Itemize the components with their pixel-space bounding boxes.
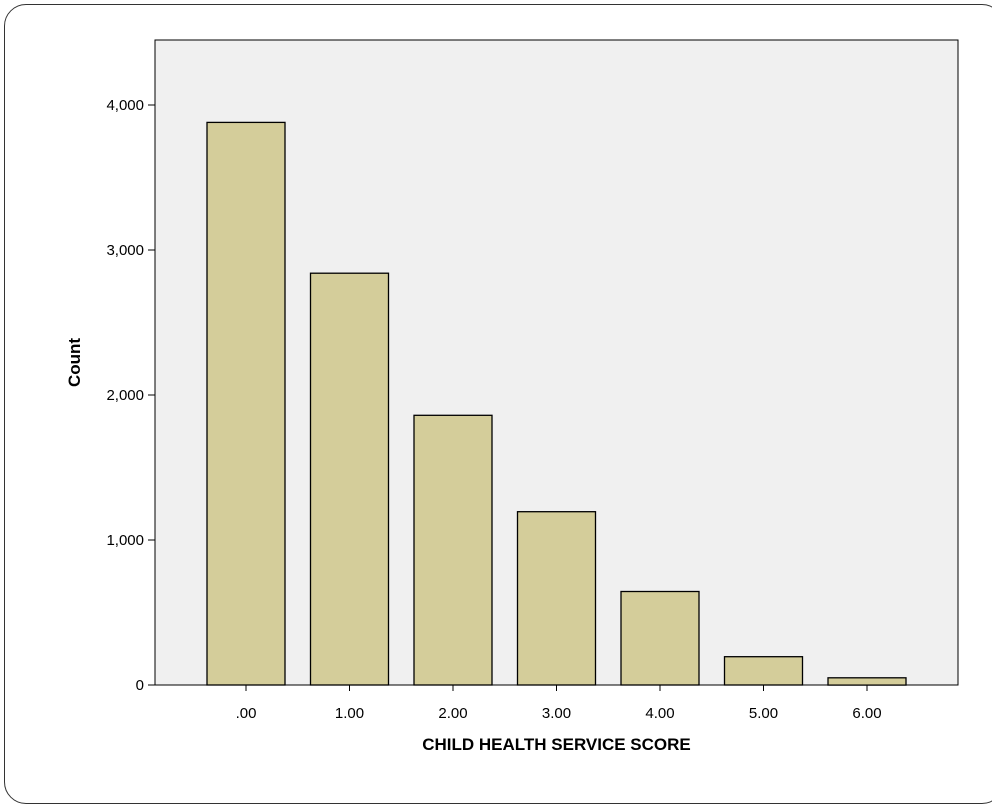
- x-tick-label: 4.00: [645, 705, 674, 722]
- y-axis: 0 1,000 2,000 3,000 4,000: [106, 97, 155, 694]
- y-tick-label: 3,000: [106, 242, 144, 259]
- y-tick-label: 2,000: [106, 387, 144, 404]
- x-axis-title: CHILD HEALTH SERVICE SCORE: [422, 735, 691, 754]
- x-axis: .00 1.00 2.00 3.00 4.00 5.00 6.00: [236, 685, 882, 722]
- bar-5.00: [723, 656, 804, 686]
- x-tick-label: .00: [236, 705, 257, 722]
- y-axis-title: Count: [65, 338, 84, 387]
- bar-.00: [206, 121, 286, 686]
- x-tick-label: 1.00: [335, 705, 364, 722]
- bar-chart: 0 1,000 2,000 3,000 4,000 .00 1.00 2.00 3.00 4.0…: [65, 39, 959, 754]
- x-tick-label: 5.00: [749, 705, 778, 722]
- y-tick-label: 0: [136, 677, 144, 694]
- x-tick-label: 6.00: [852, 705, 881, 722]
- bar-4.00: [620, 590, 700, 686]
- y-tick-label: 4,000: [106, 97, 144, 114]
- bar-3.00: [516, 511, 597, 686]
- bar-2.00: [413, 414, 493, 686]
- x-tick-label: 2.00: [438, 705, 467, 722]
- bar-6.00: [827, 677, 907, 686]
- x-tick-label: 3.00: [542, 705, 571, 722]
- bar-1.00: [309, 272, 390, 686]
- y-tick-label: 1,000: [106, 532, 144, 549]
